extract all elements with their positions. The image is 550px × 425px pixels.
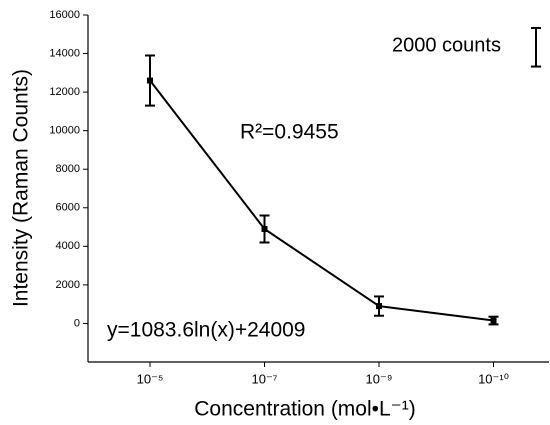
y-tick-label: 4000 (56, 240, 80, 252)
x-tick-label: 10⁻¹⁰ (478, 371, 509, 386)
x-tick-label: 10⁻⁹ (366, 371, 393, 386)
y-tick-label: 8000 (56, 163, 80, 175)
y-tick-label: 6000 (56, 202, 80, 214)
y-tick-label: 2000 (56, 279, 80, 291)
x-tick-label: 10⁻⁵ (137, 371, 164, 386)
equation-annotation: y=1083.6ln(x)+24009 (107, 319, 306, 342)
data-point (261, 225, 268, 232)
y-tick-label: 12000 (49, 86, 80, 98)
y-tick-label: 14000 (49, 47, 80, 59)
data-point (376, 303, 382, 310)
data-line (149, 79, 494, 322)
x-tick-label: 10⁻⁷ (251, 371, 277, 386)
x-axis-label: Concentration (mol•L⁻¹) (194, 398, 416, 421)
data-point (147, 77, 153, 84)
y-tick-label: 10000 (49, 125, 80, 137)
y-tick-label: 16000 (49, 9, 80, 21)
scale-bar (531, 27, 541, 68)
y-axis-label: Intensity (Raman Counts) (10, 69, 33, 307)
y-tick-label: 0 (74, 317, 80, 329)
r2-annotation: R²=0.9455 (240, 121, 339, 144)
data-point (490, 317, 497, 324)
scale-bar-label: 2000 counts (392, 34, 501, 56)
